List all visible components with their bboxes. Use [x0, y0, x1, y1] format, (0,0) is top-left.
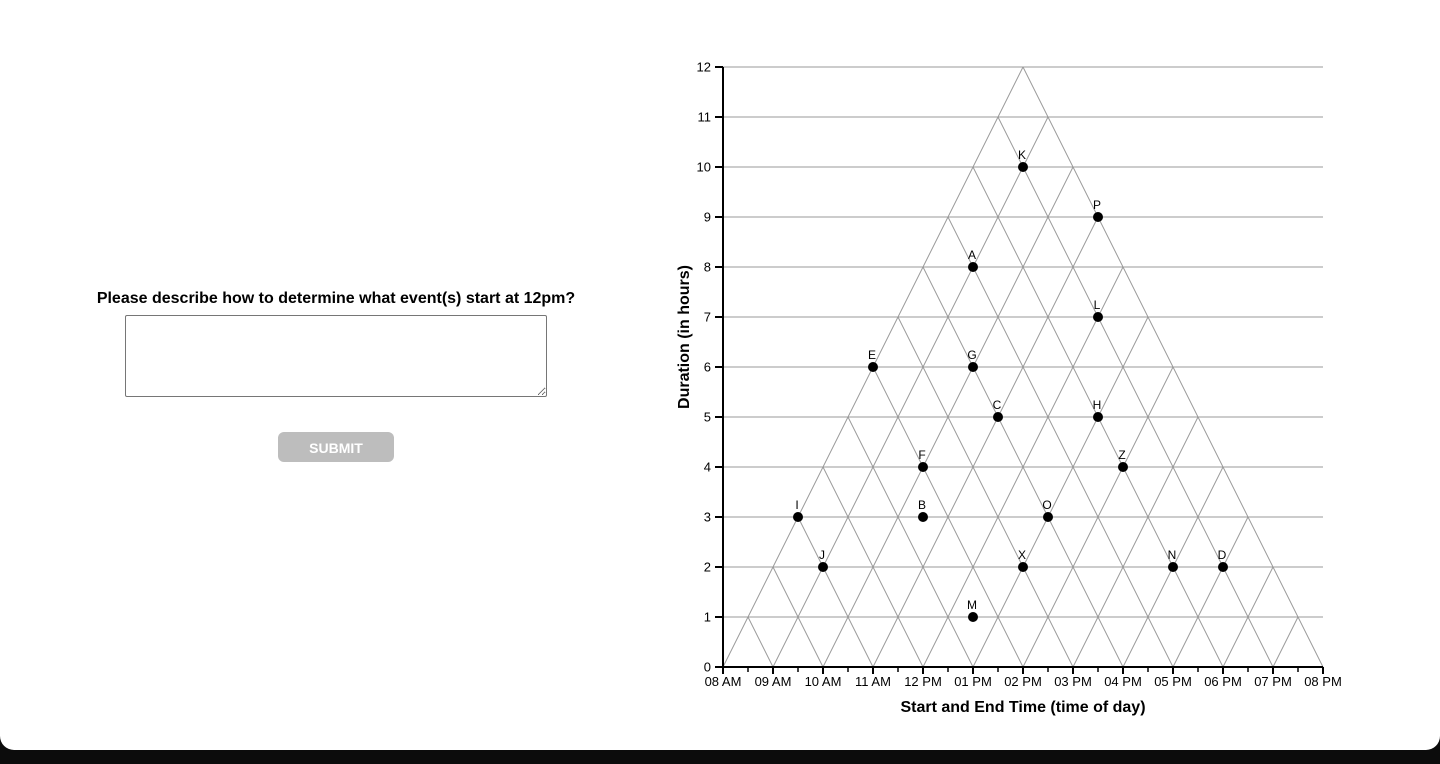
point-label-j: J	[819, 548, 825, 562]
y-tick-label: 1	[704, 610, 711, 625]
y-tick-label: 0	[704, 660, 711, 675]
point-label-p: P	[1093, 198, 1101, 212]
y-tick-label: 11	[698, 110, 712, 125]
point-label-d: D	[1218, 548, 1227, 562]
grid-diagonal	[872, 366, 1024, 668]
grid-diagonal	[1172, 516, 1249, 668]
data-point-e	[868, 362, 878, 372]
data-point-j	[818, 562, 828, 572]
grid-diagonal	[747, 616, 774, 668]
data-point-p	[1093, 212, 1103, 222]
point-label-b: B	[918, 498, 926, 512]
point-label-m: M	[967, 598, 977, 612]
data-point-c	[993, 412, 1003, 422]
y-tick-label: 2	[704, 560, 711, 575]
answer-textarea[interactable]	[125, 315, 547, 397]
point-label-a: A	[968, 248, 976, 262]
data-point-a	[968, 262, 978, 272]
x-axis-title: Start and End Time (time of day)	[900, 699, 1145, 716]
data-point-i	[793, 512, 803, 522]
x-tick-label: 03 PM	[1054, 674, 1092, 689]
x-tick-label: 12 PM	[904, 674, 942, 689]
x-tick-label: 06 PM	[1204, 674, 1242, 689]
grid-diagonal	[1272, 616, 1299, 668]
data-point-b	[918, 512, 928, 522]
y-tick-label: 10	[697, 160, 711, 175]
y-axis-title: Duration (in hours)	[676, 265, 693, 409]
point-label-h: H	[1093, 398, 1102, 412]
x-tick-label: 04 PM	[1104, 674, 1142, 689]
y-tick-label: 3	[704, 510, 711, 525]
data-point-z	[1118, 462, 1128, 472]
y-tick-label: 7	[704, 310, 711, 325]
data-point-f	[918, 462, 928, 472]
grid-diagonal	[922, 266, 1124, 668]
point-label-l: L	[1094, 298, 1101, 312]
y-tick-label: 5	[704, 410, 711, 425]
data-point-k	[1018, 162, 1028, 172]
x-tick-label: 07 PM	[1254, 674, 1292, 689]
data-point-o	[1043, 512, 1053, 522]
point-label-o: O	[1042, 498, 1051, 512]
point-label-z: Z	[1118, 448, 1125, 462]
data-point-n	[1168, 562, 1178, 572]
question-prompt: Please describe how to determine what ev…	[96, 290, 576, 307]
x-tick-label: 09 AM	[755, 674, 792, 689]
grid-diagonal	[772, 116, 1049, 668]
grid-diagonal	[972, 316, 1149, 668]
y-tick-label: 6	[704, 360, 711, 375]
point-label-k: K	[1018, 148, 1026, 162]
grid-diagonal	[897, 316, 1074, 668]
data-point-d	[1218, 562, 1228, 572]
y-tick-label: 9	[704, 210, 711, 225]
x-tick-label: 11 AM	[855, 674, 891, 689]
chart-points: K P A L E G C H F Z I B O J X N D M	[793, 148, 1228, 622]
point-label-n: N	[1168, 548, 1177, 562]
x-tick-label: 10 AM	[805, 674, 842, 689]
grid-diagonal	[797, 516, 874, 668]
point-label-i: I	[795, 498, 798, 512]
point-label-x: X	[1018, 548, 1026, 562]
x-tick-label: 02 PM	[1004, 674, 1042, 689]
point-label-e: E	[868, 348, 876, 362]
point-label-f: F	[918, 448, 925, 462]
grid-diagonal	[822, 466, 924, 668]
x-tick-label: 05 PM	[1154, 674, 1192, 689]
grid-diagonal	[772, 566, 824, 668]
grid-diagonal	[1072, 416, 1199, 668]
data-point-l	[1093, 312, 1103, 322]
x-tick-label: 01 PM	[954, 674, 992, 689]
x-tick-label: 08 PM	[1304, 674, 1342, 689]
data-point-m	[968, 612, 978, 622]
data-point-g	[968, 362, 978, 372]
grid-diagonal	[997, 116, 1274, 668]
point-label-c: C	[993, 398, 1002, 412]
grid-diagonal	[847, 416, 974, 668]
grid-diagonal	[947, 216, 1174, 668]
point-label-g: G	[967, 348, 976, 362]
y-tick-label: 4	[704, 460, 711, 475]
data-point-x	[1018, 562, 1028, 572]
submit-button[interactable]: SUBMIT	[278, 432, 394, 462]
data-point-h	[1093, 412, 1103, 422]
question-panel: Please describe how to determine what ev…	[90, 290, 582, 462]
grid-diagonal	[872, 216, 1099, 668]
y-tick-label: 12	[697, 60, 711, 75]
x-tick-label: 08 AM	[705, 674, 742, 689]
y-tick-label: 8	[704, 260, 711, 275]
